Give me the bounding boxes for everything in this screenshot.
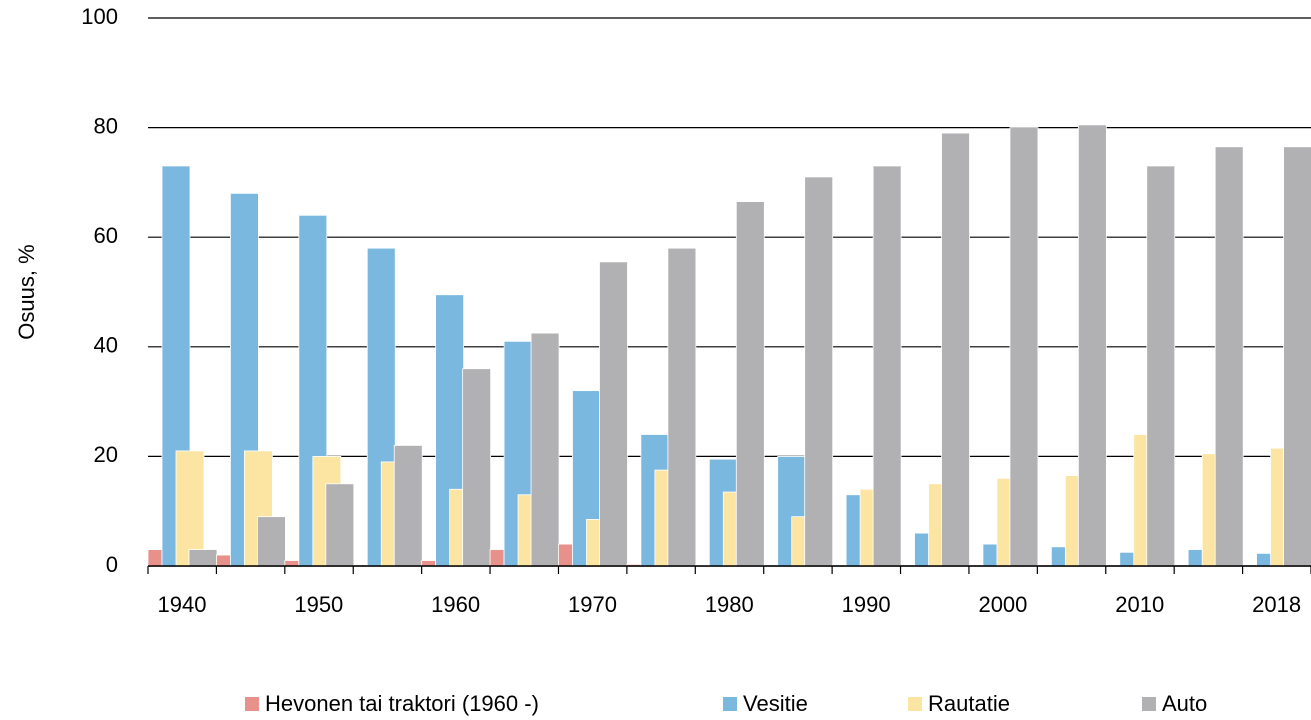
bar xyxy=(216,554,231,567)
bar xyxy=(325,483,355,567)
x-tick-label: 2018 xyxy=(1252,592,1301,617)
y-tick-label: 20 xyxy=(94,442,118,467)
bar xyxy=(667,247,697,567)
x-tick-label: 1940 xyxy=(158,592,207,617)
bar xyxy=(175,450,205,567)
bar xyxy=(489,549,505,567)
legend-swatch xyxy=(723,697,737,711)
x-tick-label: 2000 xyxy=(978,592,1027,617)
bar xyxy=(257,516,286,567)
y-tick-label: 40 xyxy=(94,333,118,358)
bar xyxy=(530,332,560,567)
x-tick-label: 1950 xyxy=(294,592,343,617)
bar xyxy=(558,543,573,567)
y-tick-label: 80 xyxy=(94,113,118,138)
legend-swatch xyxy=(908,697,922,711)
legend-swatch xyxy=(245,697,259,711)
y-tick-label: 60 xyxy=(94,223,118,248)
legend-label: Rautatie xyxy=(928,691,1010,716)
bar xyxy=(393,445,423,567)
legend-label: Vesitie xyxy=(743,691,808,716)
bar xyxy=(599,261,628,567)
bar xyxy=(872,165,902,567)
legend-label: Hevonen tai traktori (1960 -) xyxy=(265,691,539,716)
bar xyxy=(1146,165,1176,567)
y-tick-label: 100 xyxy=(81,4,118,29)
bar xyxy=(1077,124,1107,567)
bar xyxy=(284,560,300,567)
bar xyxy=(421,560,437,567)
x-tick-label: 1980 xyxy=(705,592,754,617)
bar xyxy=(1214,146,1244,567)
bar xyxy=(147,549,163,567)
bar xyxy=(462,368,492,567)
bar xyxy=(188,549,218,567)
x-tick-label: 2010 xyxy=(1115,592,1164,617)
y-axis-label: Osuus, % xyxy=(14,244,39,339)
x-tick-label: 1990 xyxy=(842,592,891,617)
bar xyxy=(804,176,834,567)
bar xyxy=(735,201,765,567)
legend-label: Auto xyxy=(1162,691,1207,716)
x-tick-label: 1960 xyxy=(431,592,480,617)
bar xyxy=(941,132,970,567)
legend-swatch xyxy=(1142,697,1156,711)
y-tick-label: 0 xyxy=(106,552,118,577)
x-tick-label: 1970 xyxy=(568,592,617,617)
bar xyxy=(1009,127,1039,567)
bar xyxy=(1283,146,1311,567)
